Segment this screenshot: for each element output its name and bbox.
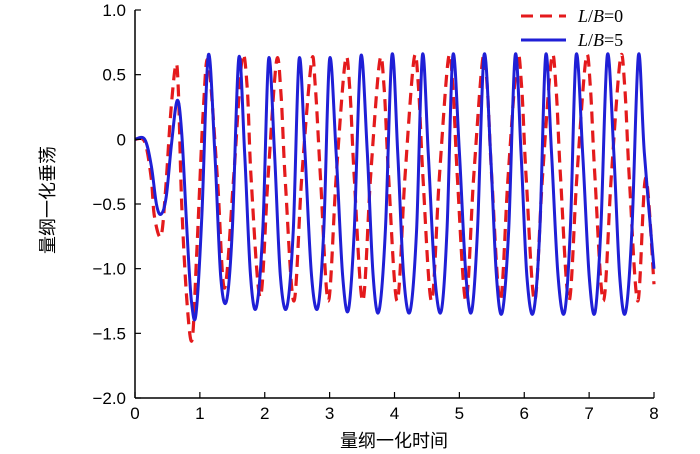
legend-label-2: L/B=5: [577, 30, 623, 50]
y-tick-label: 1.0: [102, 1, 126, 20]
series-line-2: [134, 52, 656, 322]
x-tick-label: 6: [520, 404, 529, 423]
y-axis-title: 量纲一化垂荡: [38, 146, 59, 254]
ticks-layer: 0 1 2 3 4 5 6 7 8 1.0 0.5 0 −0.5 −1.0 −1.5 −2.0: [92, 1, 658, 423]
series-layer: [134, 52, 656, 343]
x-tick-label: 8: [649, 404, 658, 423]
y-tick-label: −1.0: [92, 260, 126, 279]
y-tick-label: −2.0: [92, 389, 126, 408]
x-tick-label: 4: [390, 404, 399, 423]
y-tick-label: −1.5: [92, 324, 126, 343]
x-tick-label: 2: [260, 404, 269, 423]
y-tick-label: 0: [117, 130, 126, 149]
legend-label-1: L/B=0: [577, 6, 623, 26]
legend: L/B=0 L/B=5: [521, 6, 623, 50]
x-tick-label: 7: [584, 404, 593, 423]
x-tick-label: 3: [325, 404, 334, 423]
x-tick-label: 5: [455, 404, 464, 423]
y-tick-label: −0.5: [92, 195, 126, 214]
x-tick-label: 1: [195, 404, 204, 423]
x-tick-label: 0: [130, 404, 139, 423]
x-axis-title: 量纲一化时间: [340, 431, 448, 452]
y-tick-label: 0.5: [102, 66, 126, 85]
